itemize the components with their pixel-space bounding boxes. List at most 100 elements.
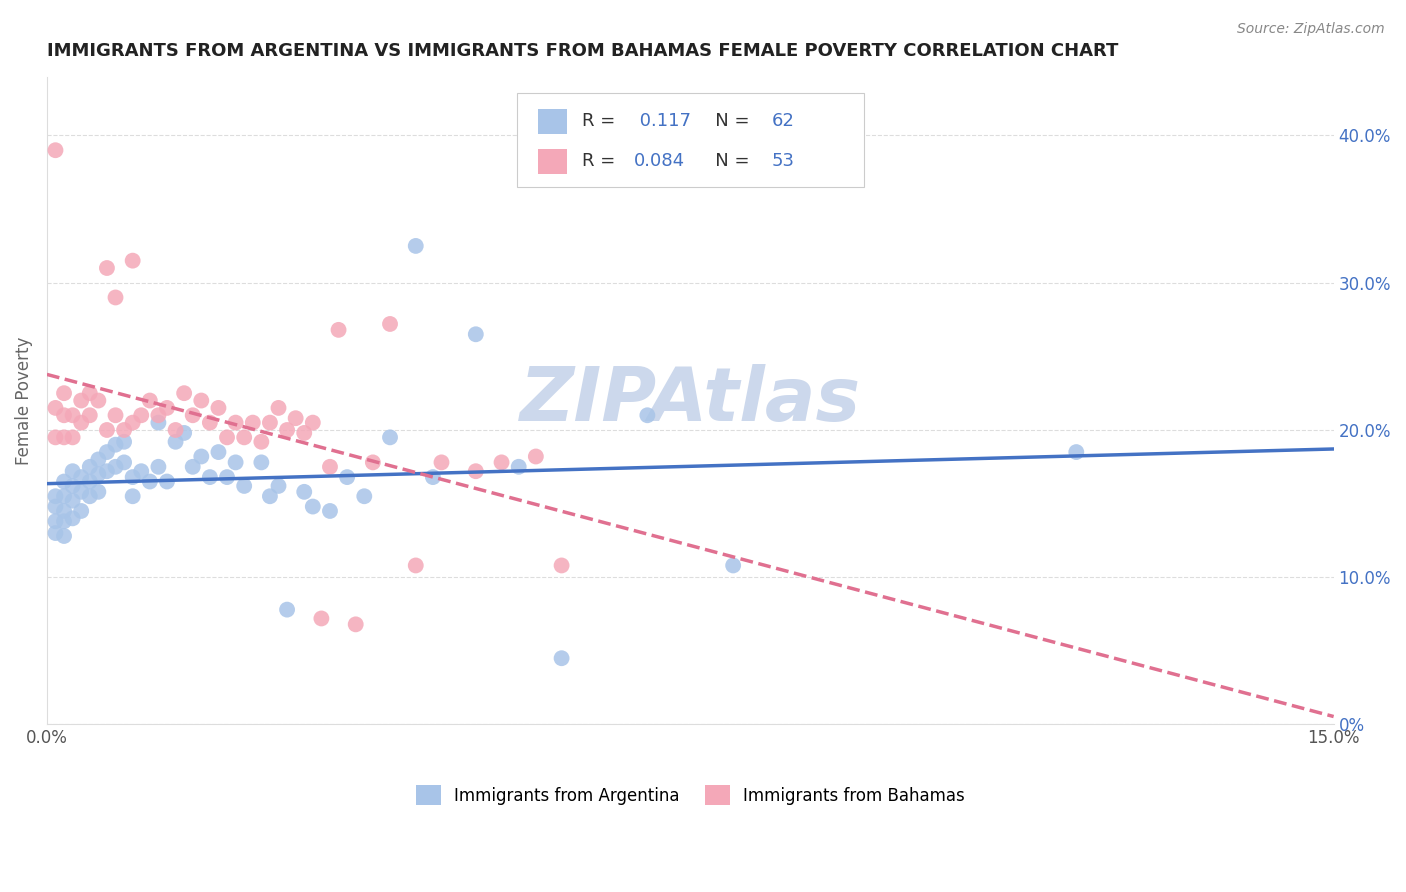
Point bbox=[215, 430, 238, 444]
Text: R =: R = bbox=[582, 112, 621, 130]
Point bbox=[250, 434, 273, 449]
Point bbox=[112, 455, 135, 469]
Text: R =: R = bbox=[582, 153, 621, 170]
Point bbox=[139, 393, 162, 408]
Point bbox=[62, 430, 84, 444]
Text: 0.084: 0.084 bbox=[634, 153, 685, 170]
Point bbox=[207, 445, 229, 459]
Bar bbox=[538, 109, 567, 134]
Point bbox=[276, 602, 298, 616]
Text: 53: 53 bbox=[772, 153, 794, 170]
Point bbox=[148, 409, 170, 423]
Point bbox=[636, 409, 658, 423]
Point bbox=[79, 475, 101, 489]
Point bbox=[156, 475, 179, 489]
Point bbox=[70, 470, 93, 484]
Point bbox=[79, 459, 101, 474]
Point bbox=[87, 484, 110, 499]
Point bbox=[250, 455, 273, 469]
Point bbox=[53, 504, 76, 518]
Point bbox=[121, 489, 143, 503]
Point bbox=[173, 425, 195, 440]
Point bbox=[233, 479, 256, 493]
Point bbox=[225, 455, 247, 469]
Point bbox=[121, 470, 143, 484]
Point bbox=[550, 558, 572, 573]
Point bbox=[44, 514, 66, 528]
Point bbox=[311, 611, 333, 625]
Point bbox=[491, 455, 513, 469]
Point bbox=[104, 409, 127, 423]
Point bbox=[344, 617, 367, 632]
Point bbox=[44, 526, 66, 541]
Point bbox=[173, 386, 195, 401]
Point bbox=[259, 489, 281, 503]
Text: ZIPAtlas: ZIPAtlas bbox=[520, 364, 860, 437]
Point bbox=[464, 327, 486, 342]
Point bbox=[336, 470, 359, 484]
Point bbox=[165, 434, 187, 449]
Text: IMMIGRANTS FROM ARGENTINA VS IMMIGRANTS FROM BAHAMAS FEMALE POVERTY CORRELATION : IMMIGRANTS FROM ARGENTINA VS IMMIGRANTS … bbox=[46, 42, 1118, 60]
Point bbox=[267, 479, 290, 493]
Point bbox=[62, 409, 84, 423]
Text: 0.117: 0.117 bbox=[634, 112, 690, 130]
Point bbox=[139, 475, 162, 489]
Point bbox=[44, 500, 66, 514]
Point bbox=[378, 430, 401, 444]
Point bbox=[148, 459, 170, 474]
Point bbox=[508, 459, 530, 474]
Point bbox=[378, 317, 401, 331]
Point bbox=[70, 484, 93, 499]
Point bbox=[121, 253, 143, 268]
Point bbox=[129, 409, 152, 423]
Point bbox=[104, 459, 127, 474]
Point bbox=[53, 386, 76, 401]
Point bbox=[1064, 445, 1087, 459]
Point bbox=[96, 423, 118, 437]
Point bbox=[198, 416, 221, 430]
Point bbox=[198, 470, 221, 484]
Text: Source: ZipAtlas.com: Source: ZipAtlas.com bbox=[1237, 22, 1385, 37]
Point bbox=[284, 411, 307, 425]
Point bbox=[430, 455, 453, 469]
Point bbox=[242, 416, 264, 430]
Point bbox=[190, 393, 212, 408]
Point bbox=[53, 409, 76, 423]
FancyBboxPatch shape bbox=[516, 93, 863, 186]
Point bbox=[181, 409, 204, 423]
Point bbox=[62, 493, 84, 508]
Point bbox=[225, 416, 247, 430]
Point bbox=[62, 511, 84, 525]
Point bbox=[319, 459, 342, 474]
Point bbox=[112, 423, 135, 437]
Point bbox=[70, 416, 93, 430]
Point bbox=[53, 514, 76, 528]
Point bbox=[87, 393, 110, 408]
Point bbox=[121, 416, 143, 430]
Point bbox=[550, 651, 572, 665]
Bar bbox=[538, 149, 567, 174]
Point bbox=[96, 260, 118, 275]
Point bbox=[62, 464, 84, 478]
Point bbox=[233, 430, 256, 444]
Point bbox=[70, 504, 93, 518]
Point bbox=[524, 450, 547, 464]
Point bbox=[405, 558, 427, 573]
Legend: Immigrants from Argentina, Immigrants from Bahamas: Immigrants from Argentina, Immigrants fr… bbox=[409, 778, 972, 812]
Point bbox=[422, 470, 444, 484]
Point bbox=[276, 423, 298, 437]
Text: 62: 62 bbox=[772, 112, 794, 130]
Point bbox=[96, 445, 118, 459]
Point bbox=[44, 430, 66, 444]
Point bbox=[62, 479, 84, 493]
Point bbox=[129, 464, 152, 478]
Text: N =: N = bbox=[697, 153, 755, 170]
Point bbox=[267, 401, 290, 415]
Point bbox=[165, 423, 187, 437]
Point bbox=[53, 475, 76, 489]
Point bbox=[405, 239, 427, 253]
Point bbox=[112, 434, 135, 449]
Point bbox=[319, 504, 342, 518]
Point bbox=[259, 416, 281, 430]
Point bbox=[301, 500, 323, 514]
